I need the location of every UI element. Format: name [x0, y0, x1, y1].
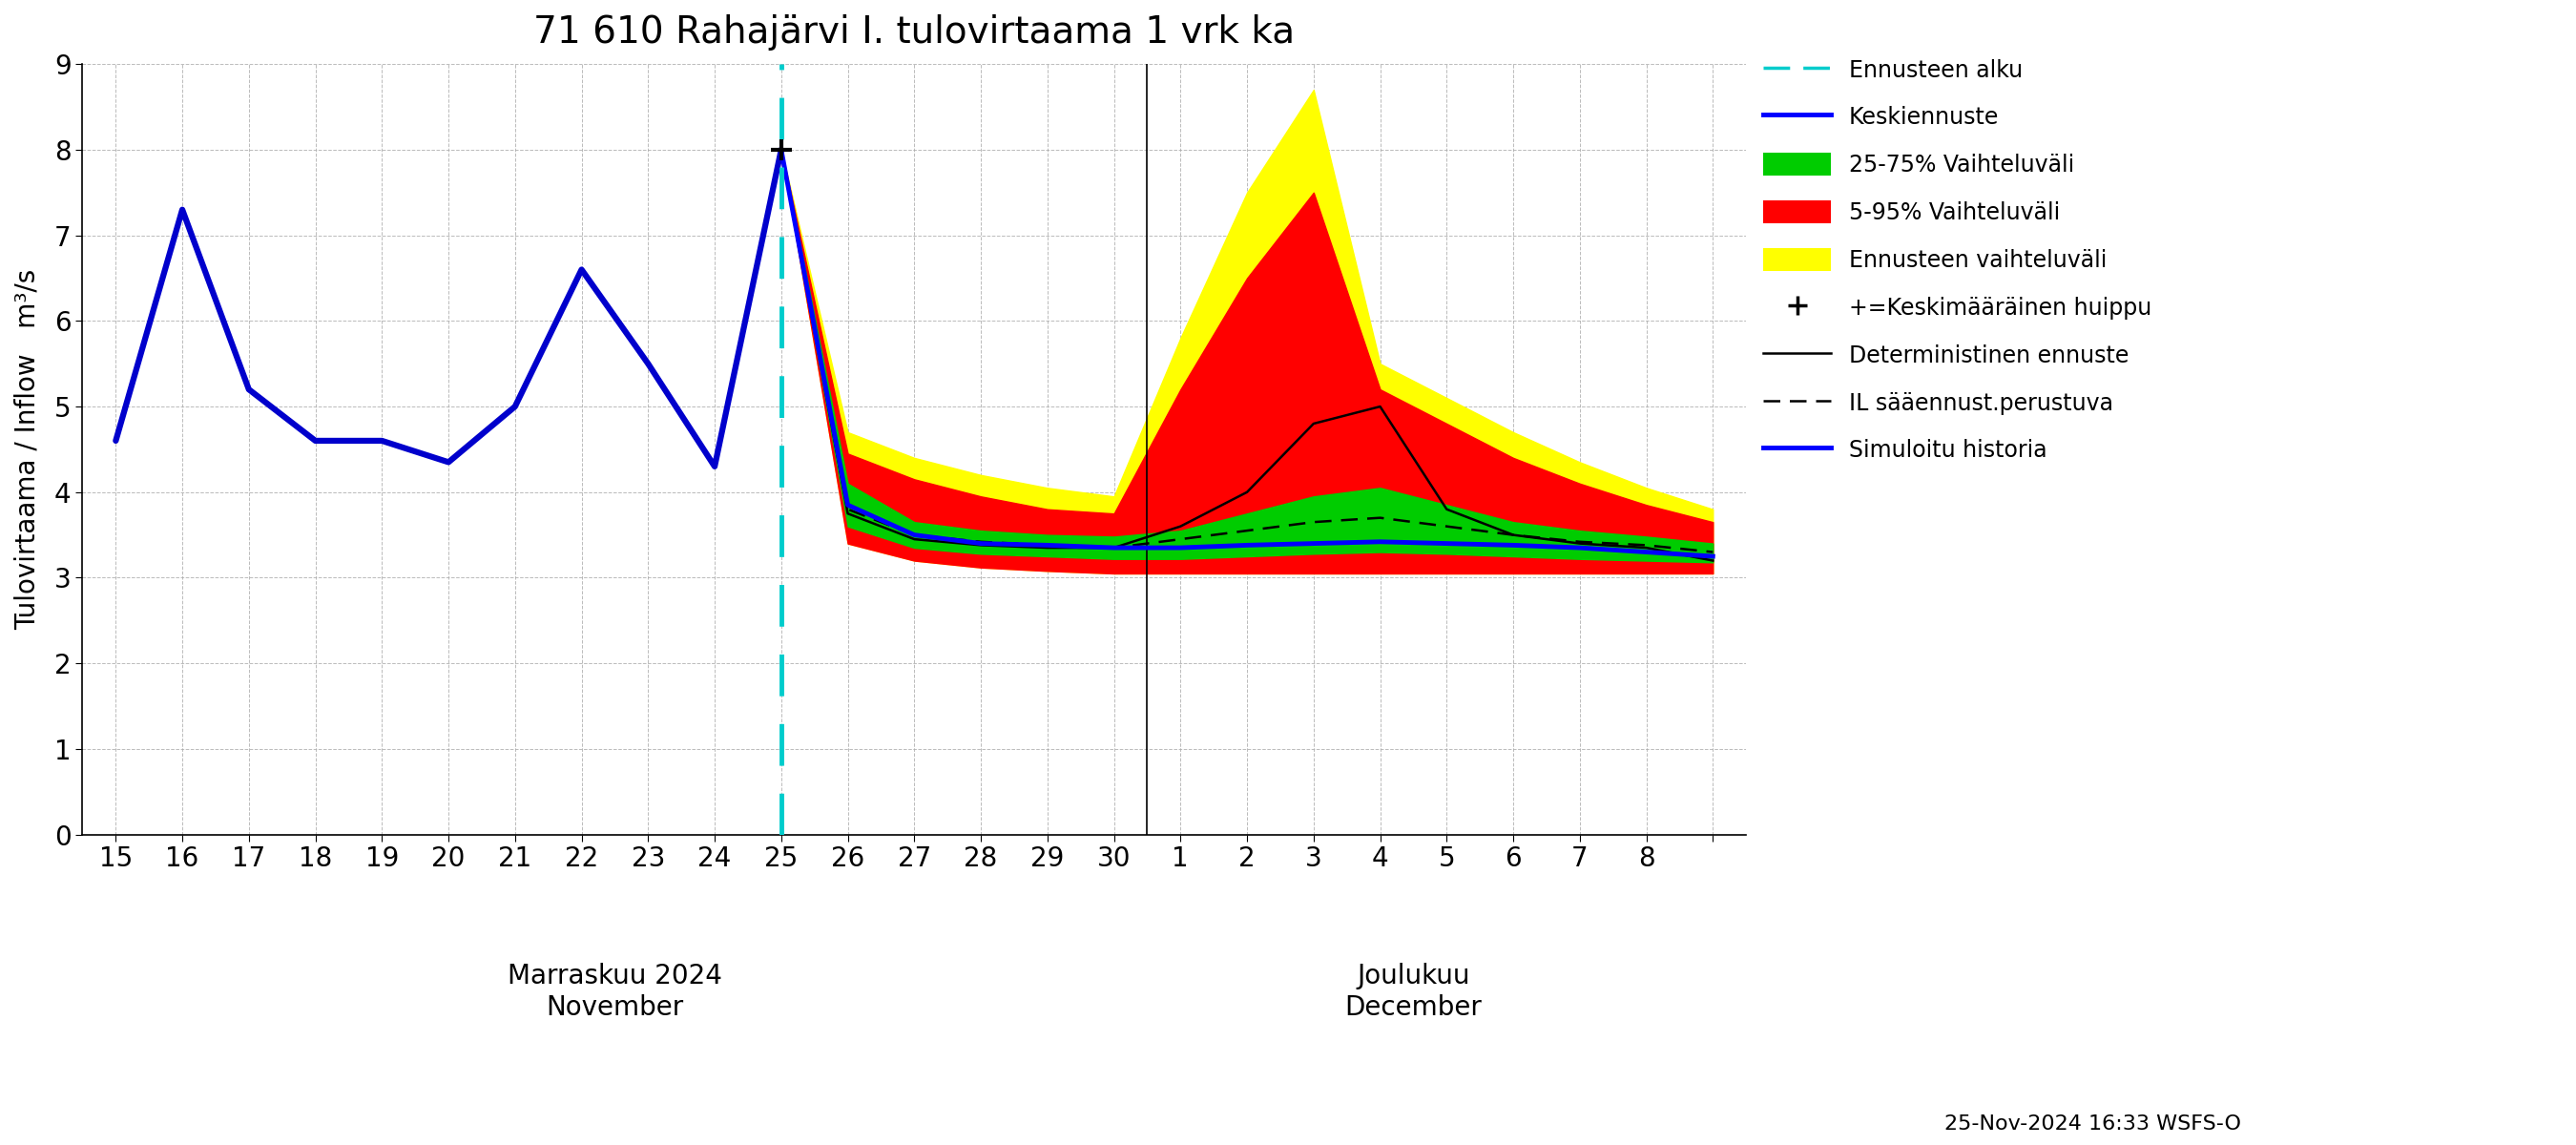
Text: Marraskuu 2024
November: Marraskuu 2024 November: [507, 963, 721, 1020]
Text: 25-Nov-2024 16:33 WSFS-O: 25-Nov-2024 16:33 WSFS-O: [1945, 1114, 2241, 1134]
Title: 71 610 Rahajärvi I. tulovirtaama 1 vrk ka: 71 610 Rahajärvi I. tulovirtaama 1 vrk k…: [533, 14, 1296, 50]
Y-axis label: Tulovirtaama / Inflow   m³/s: Tulovirtaama / Inflow m³/s: [15, 269, 41, 630]
Legend: Ennusteen alku, Keskiennuste, 25-75% Vaihteluväli, 5-95% Vaihteluväli, Ennusteen: Ennusteen alku, Keskiennuste, 25-75% Vai…: [1754, 49, 2161, 472]
Text: Joulukuu
December: Joulukuu December: [1345, 963, 1481, 1020]
